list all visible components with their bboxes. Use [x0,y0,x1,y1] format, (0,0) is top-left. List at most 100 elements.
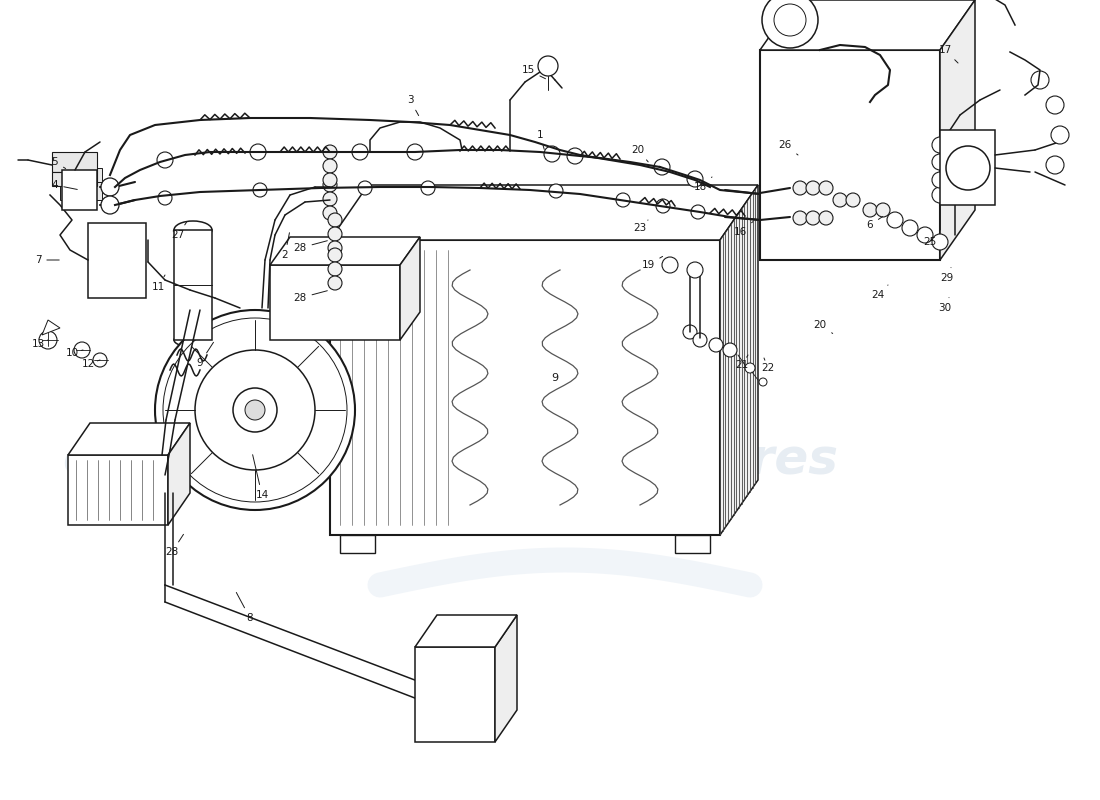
Circle shape [250,144,266,160]
Circle shape [876,203,890,217]
Circle shape [774,4,806,36]
Circle shape [946,146,990,190]
Circle shape [323,192,337,206]
Polygon shape [495,615,517,742]
Text: 28: 28 [165,534,184,557]
Text: 21: 21 [736,355,749,370]
Circle shape [195,350,315,470]
Text: 20: 20 [813,320,833,334]
Text: 10: 10 [65,348,82,358]
Bar [675,535,710,553]
Circle shape [688,262,703,278]
Circle shape [820,211,833,225]
Text: eurospares: eurospares [522,436,838,484]
Polygon shape [415,615,517,647]
Circle shape [932,137,948,153]
Circle shape [323,178,337,192]
Circle shape [806,181,820,195]
Circle shape [654,159,670,175]
Polygon shape [940,0,975,260]
Circle shape [158,191,172,205]
Circle shape [39,331,57,349]
Bar [940,130,996,205]
Circle shape [538,56,558,76]
Bar [60,182,102,200]
Circle shape [101,178,119,196]
Text: 9: 9 [551,373,559,383]
Circle shape [233,388,277,432]
Circle shape [833,193,847,207]
Polygon shape [330,185,758,240]
Text: 2: 2 [282,233,289,260]
Bar [60,168,102,182]
Text: 14: 14 [253,454,268,500]
Text: 3: 3 [407,95,419,115]
Circle shape [74,342,90,358]
Bar [52,172,97,186]
Circle shape [932,234,948,250]
Circle shape [932,187,948,203]
Polygon shape [400,237,420,340]
Circle shape [793,211,807,225]
Circle shape [662,257,678,273]
Text: 18: 18 [693,177,712,192]
Circle shape [762,0,818,48]
Circle shape [1046,96,1064,114]
Text: 26: 26 [779,140,798,155]
Text: 17: 17 [938,45,958,63]
Circle shape [683,325,697,339]
Circle shape [328,262,342,276]
Circle shape [932,154,948,170]
Text: 6: 6 [867,217,882,230]
Circle shape [323,206,337,220]
Circle shape [864,203,877,217]
Circle shape [1050,126,1069,144]
Circle shape [328,241,342,255]
Circle shape [932,172,948,188]
Circle shape [101,196,119,214]
Text: 15: 15 [521,65,546,78]
Polygon shape [168,423,190,525]
Circle shape [723,343,737,357]
Circle shape [245,400,265,420]
Circle shape [328,213,342,227]
Polygon shape [270,237,420,265]
Text: 27: 27 [172,222,187,240]
Bar [88,223,146,298]
Text: 22: 22 [761,358,774,373]
Circle shape [328,227,342,241]
Circle shape [328,248,342,262]
Text: 28: 28 [294,241,328,253]
Text: 1: 1 [537,130,544,150]
Circle shape [917,227,933,243]
Text: 29: 29 [940,267,954,283]
Circle shape [407,144,424,160]
Bar [270,265,400,340]
Circle shape [688,171,703,187]
Text: 5: 5 [52,157,66,169]
Circle shape [1046,156,1064,174]
Bar [340,535,375,553]
Text: 9: 9 [197,342,213,368]
Circle shape [846,193,860,207]
Bar [174,230,212,340]
Circle shape [820,181,833,195]
Circle shape [253,183,267,197]
Text: 20: 20 [631,145,648,162]
Text: 24: 24 [871,285,888,300]
Polygon shape [42,320,60,335]
Circle shape [155,310,355,510]
Circle shape [759,378,767,386]
Text: 16: 16 [734,222,752,237]
Bar [330,240,720,535]
Circle shape [323,173,337,187]
Polygon shape [720,185,758,535]
Text: 4: 4 [52,180,77,190]
Polygon shape [68,423,190,455]
Bar [68,455,168,525]
Text: 30: 30 [938,298,952,313]
Circle shape [323,145,337,159]
Polygon shape [760,0,975,50]
Text: 19: 19 [641,257,662,270]
Text: 28: 28 [294,290,328,303]
